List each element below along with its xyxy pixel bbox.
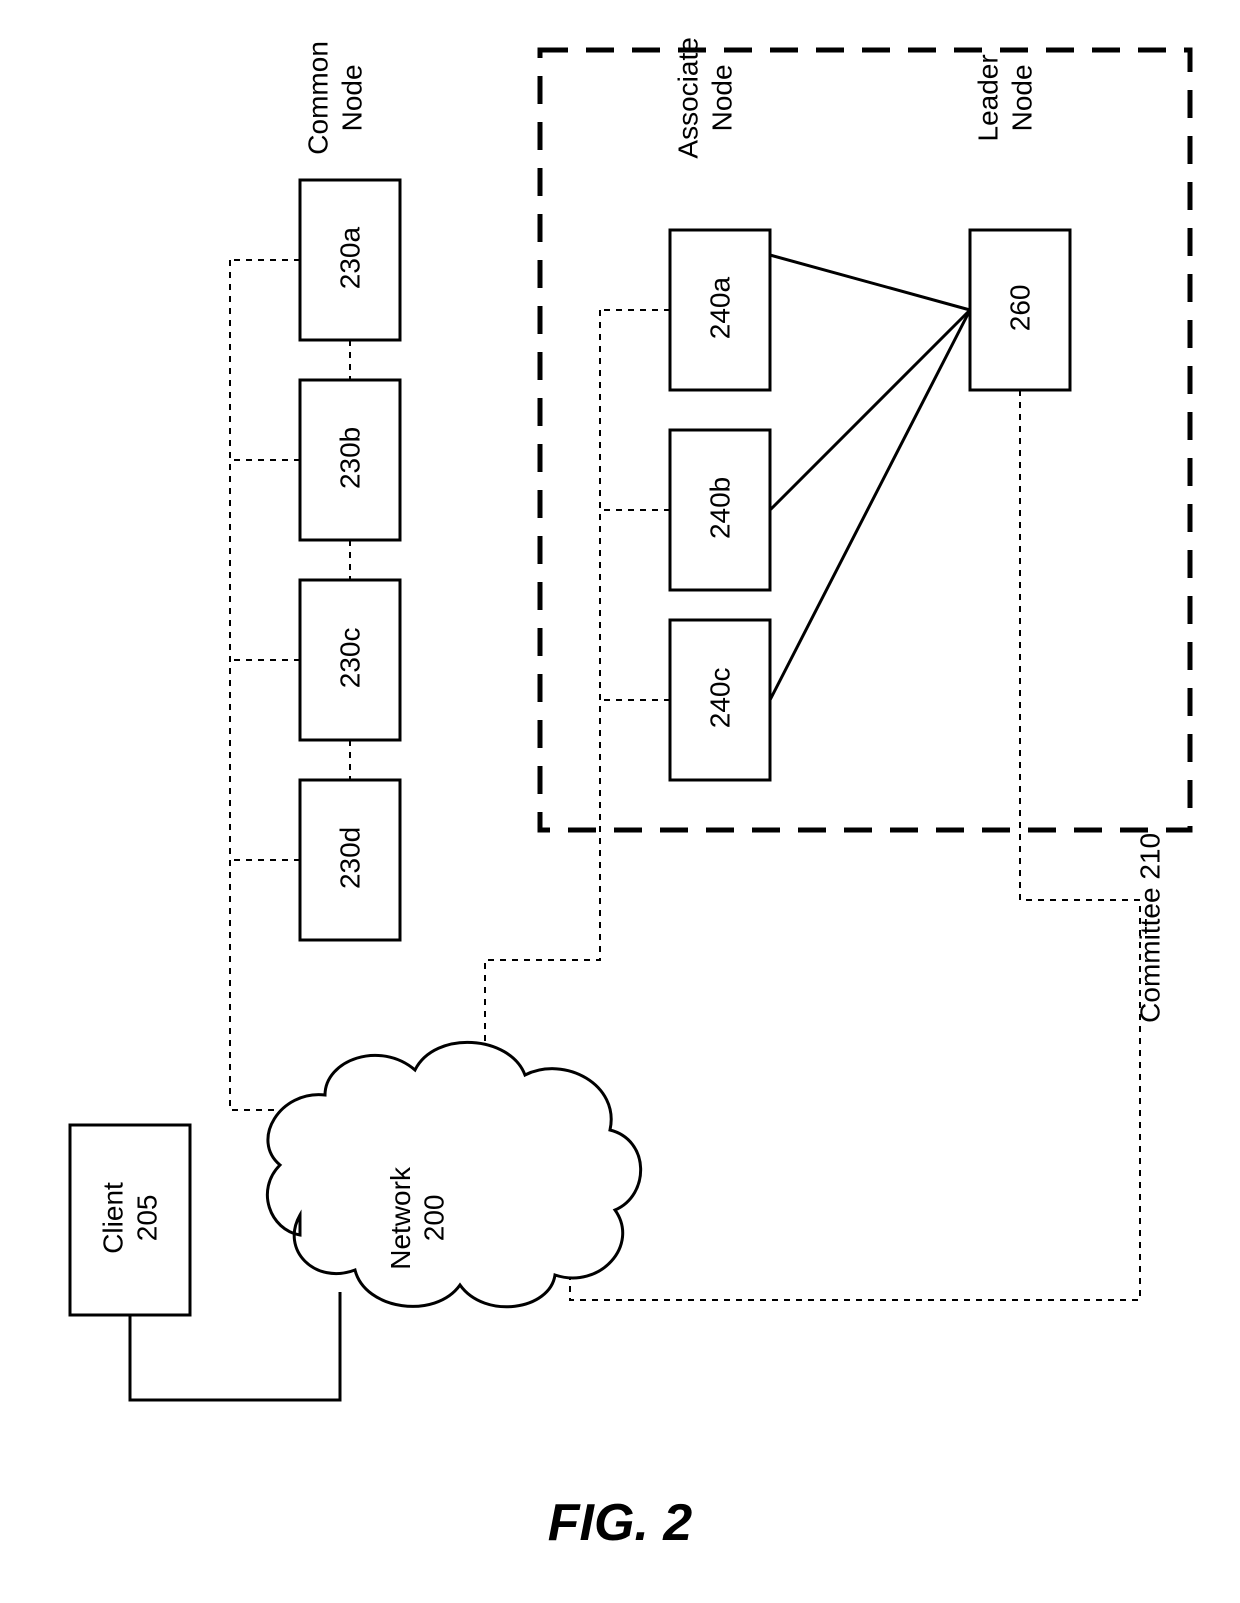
svg-text:Node: Node (1007, 64, 1038, 131)
group-title-leader: Leader Node (973, 54, 1038, 141)
edge-solid (770, 310, 970, 700)
committee-box (540, 50, 1190, 830)
svg-text:Associate: Associate (673, 37, 704, 158)
svg-text:205: 205 (132, 1195, 163, 1242)
svg-text:200: 200 (419, 1195, 450, 1242)
associate-node: 240a (670, 230, 770, 390)
svg-text:Leader: Leader (973, 54, 1004, 141)
svg-text:240c: 240c (705, 668, 736, 729)
svg-text:260: 260 (1005, 285, 1036, 332)
svg-text:Client: Client (98, 1182, 129, 1254)
leader-node: 260 (970, 230, 1070, 390)
svg-text:Node: Node (337, 64, 368, 131)
svg-text:230b: 230b (335, 427, 366, 489)
svg-text:240b: 240b (705, 477, 736, 539)
common-node: 230c (300, 580, 400, 740)
cloud-shape (267, 1042, 640, 1306)
svg-text:230c: 230c (335, 628, 366, 689)
common-node: 230d (300, 780, 400, 940)
svg-text:Node: Node (707, 64, 738, 131)
edge-solid (770, 255, 970, 310)
svg-text:Common: Common (303, 41, 334, 155)
dashed-conn (570, 390, 1140, 1300)
common-node: 230a (300, 180, 400, 340)
network-cloud (267, 1042, 640, 1306)
svg-text:240a: 240a (705, 277, 736, 340)
common-node: 230b (300, 380, 400, 540)
edge-solid (770, 310, 970, 510)
svg-text:Network: Network (385, 1166, 416, 1270)
group-title-common: Common Node (303, 41, 368, 155)
associate-node: 240b (670, 430, 770, 590)
svg-text:230d: 230d (335, 827, 366, 889)
figure-caption: FIG. 2 (548, 1494, 693, 1552)
group-title-associate: Associate Node (673, 37, 738, 158)
svg-text:230a: 230a (335, 227, 366, 290)
associate-node: 240c (670, 620, 770, 780)
client-box: Client 205 (70, 1125, 190, 1315)
dashed-conn (485, 310, 600, 1100)
